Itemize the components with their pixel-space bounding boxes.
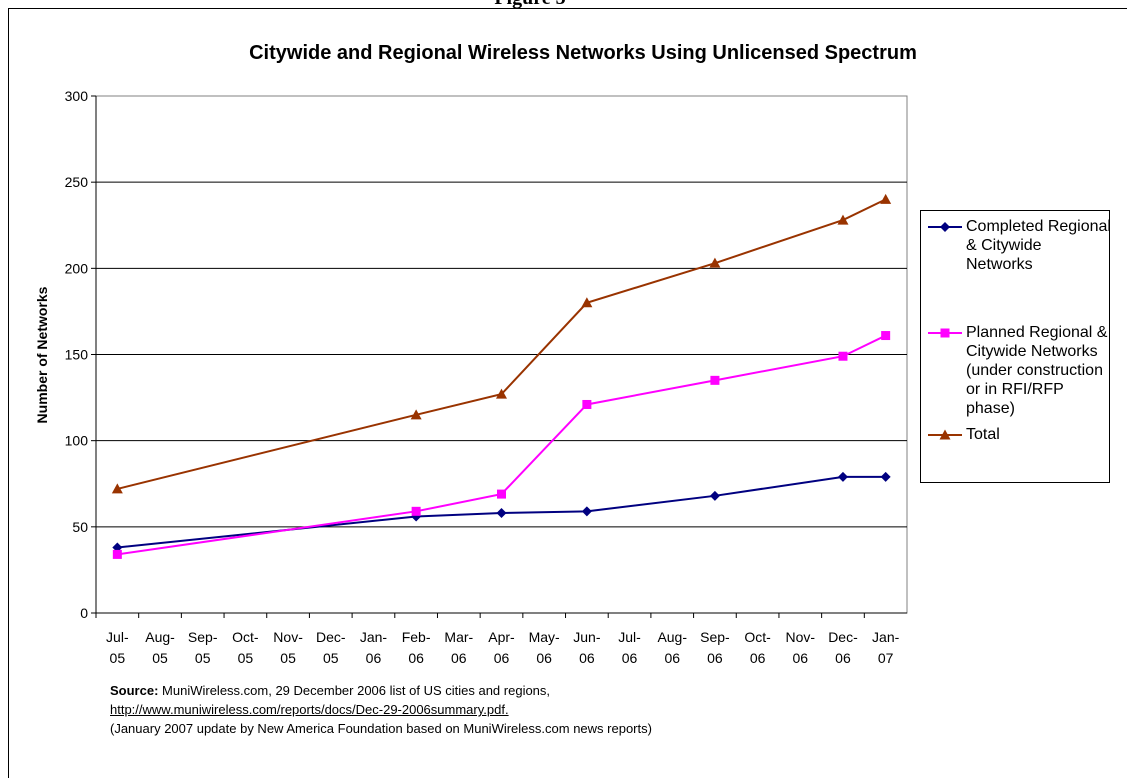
x-tick-label: Sep-05 xyxy=(188,629,218,666)
data-point xyxy=(837,471,848,482)
x-tick-label: Jan-07 xyxy=(872,629,900,666)
series-line xyxy=(117,198,887,490)
y-tick-label: 100 xyxy=(65,433,89,449)
data-point xyxy=(709,257,721,268)
x-tick-label: Jan-06 xyxy=(360,629,388,666)
data-point xyxy=(838,351,848,361)
data-point xyxy=(709,490,720,501)
legend-label: Total xyxy=(966,426,1000,443)
x-tick-label: Oct-06 xyxy=(744,629,771,666)
x-tick-label: Dec-06 xyxy=(828,629,858,666)
figure-label: Figure 3 xyxy=(494,0,565,9)
x-tick-label: Feb-06 xyxy=(402,629,431,666)
y-tick-label: 50 xyxy=(72,519,88,535)
y-axis-label: Number of Networks xyxy=(34,286,50,423)
legend-marker xyxy=(940,222,950,232)
data-point xyxy=(410,409,422,420)
y-tick-label: 200 xyxy=(65,260,89,276)
data-point xyxy=(111,483,123,494)
source-label: Source: xyxy=(110,683,159,698)
x-tick-label: Aug-06 xyxy=(657,629,687,666)
data-point xyxy=(881,331,891,341)
source-note: (January 2007 update by New America Foun… xyxy=(110,721,652,736)
data-point xyxy=(837,214,849,225)
x-tick-label: Jun-06 xyxy=(573,629,601,666)
frame xyxy=(8,8,1127,778)
y-tick-label: 0 xyxy=(80,605,88,621)
data-point xyxy=(880,471,891,482)
x-tick-label: May-06 xyxy=(529,629,560,666)
y-tick-label: 250 xyxy=(65,174,89,190)
chart-title: Citywide and Regional Wireless Networks … xyxy=(249,42,917,64)
x-tick-label: Nov-06 xyxy=(786,629,816,666)
source-url: http://www.muniwireless.com/reports/docs… xyxy=(110,702,509,717)
x-tick-label: Aug-05 xyxy=(145,629,175,666)
legend-box xyxy=(920,210,1110,483)
data-point xyxy=(496,388,507,399)
x-tick-label: Jul-06 xyxy=(618,629,641,666)
x-tick-label: Dec-05 xyxy=(316,629,346,666)
data-point xyxy=(496,508,507,519)
data-point xyxy=(710,375,720,385)
data-point xyxy=(880,193,892,204)
x-tick-label: Sep-06 xyxy=(700,629,730,666)
data-point xyxy=(112,549,122,559)
data-point xyxy=(582,399,592,409)
x-tick-label: Apr-06 xyxy=(488,629,515,666)
data-point xyxy=(581,297,593,308)
legend-marker xyxy=(939,429,951,440)
x-tick-label: Jul-05 xyxy=(106,629,129,666)
source-text: MuniWireless.com, 29 December 2006 list … xyxy=(162,683,551,698)
legend-label: Completed Regional & Citywide Networks xyxy=(966,218,1111,273)
data-point xyxy=(411,506,421,516)
source-line: Source: MuniWireless.com, 29 December 20… xyxy=(110,683,550,699)
series-line xyxy=(117,334,887,556)
x-tick-label: Mar-06 xyxy=(444,629,473,666)
y-tick-label: 150 xyxy=(65,347,89,363)
data-point xyxy=(581,506,592,517)
legend-label: Planned Regional & Citywide Networks (un… xyxy=(966,324,1108,417)
y-tick-label: 300 xyxy=(65,88,89,104)
legend-marker xyxy=(940,328,950,338)
data-point xyxy=(497,489,506,499)
x-tick-label: Nov-05 xyxy=(273,629,303,666)
x-tick-label: Oct-05 xyxy=(232,629,259,666)
